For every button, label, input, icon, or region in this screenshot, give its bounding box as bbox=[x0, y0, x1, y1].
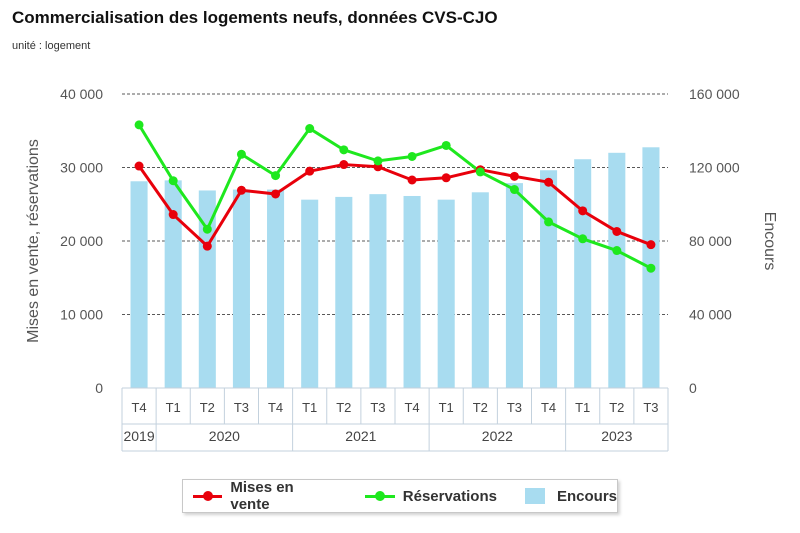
y-right-axis-title: Encours bbox=[761, 212, 778, 271]
encours-bar bbox=[437, 199, 455, 388]
encours-bar bbox=[335, 196, 353, 388]
x-quarter-label: T2 bbox=[473, 400, 488, 415]
y-right-tick-label: 160 000 bbox=[689, 86, 740, 102]
encours-bar bbox=[540, 170, 558, 388]
x-year-label: 2023 bbox=[601, 428, 632, 444]
x-year-label: 2019 bbox=[123, 428, 154, 444]
y-left-axis-title: Mises en vente, réservations bbox=[25, 139, 42, 343]
y-right-tick-label: 40 000 bbox=[689, 307, 732, 323]
x-quarter-label: T4 bbox=[404, 400, 419, 415]
mises-point bbox=[578, 206, 588, 216]
encours-bars bbox=[130, 147, 660, 388]
encours-bar bbox=[164, 180, 182, 388]
x-quarter-label: T1 bbox=[439, 400, 454, 415]
y-left-tick-label: 0 bbox=[95, 380, 103, 396]
reservations-point bbox=[373, 156, 383, 166]
reservations-point bbox=[646, 263, 656, 273]
legend-label-mises: Mises en vente bbox=[230, 479, 294, 513]
legend-item-reservations[interactable]: Réservations bbox=[364, 487, 497, 505]
mises-point bbox=[544, 177, 554, 187]
mises-point bbox=[612, 226, 622, 236]
legend-item-mises[interactable]: Mises en vente bbox=[193, 479, 335, 513]
y-right-tick-label: 120 000 bbox=[689, 160, 740, 176]
encours-bar bbox=[471, 192, 489, 388]
y-left-tick-label: 20 000 bbox=[60, 233, 103, 249]
reservations-point bbox=[236, 149, 246, 159]
encours-bar bbox=[403, 195, 421, 388]
mises-point bbox=[509, 171, 519, 181]
x-quarter-label: T4 bbox=[131, 400, 146, 415]
reservations-legend-swatch bbox=[364, 489, 395, 503]
mises-point bbox=[236, 185, 246, 195]
mises-point bbox=[339, 160, 349, 170]
mises-point bbox=[271, 189, 281, 199]
series-lines bbox=[137, 124, 652, 270]
x-quarter-label: T2 bbox=[609, 400, 624, 415]
encours-bar bbox=[130, 181, 148, 388]
reservations-point bbox=[509, 185, 519, 195]
mises-legend-swatch bbox=[193, 489, 223, 503]
y-right-tick-label: 80 000 bbox=[689, 233, 732, 249]
legend-label-encours: Encours bbox=[556, 487, 617, 505]
x-quarter-label: T1 bbox=[166, 400, 181, 415]
reservations-point bbox=[134, 120, 144, 130]
reservations-line bbox=[137, 124, 652, 270]
encours-bar bbox=[369, 194, 387, 388]
y-left-tick-label: 10 000 bbox=[60, 307, 103, 323]
encours-bar bbox=[608, 152, 626, 388]
encours-bar bbox=[574, 159, 592, 388]
reservations-point bbox=[441, 140, 451, 150]
x-quarter-label: T3 bbox=[507, 400, 522, 415]
legend-label-reservations: Réservations bbox=[402, 487, 497, 505]
x-quarter-label: T2 bbox=[200, 400, 215, 415]
legend-item-encours[interactable]: Encours bbox=[524, 487, 617, 505]
x-year-label: 2021 bbox=[345, 428, 376, 444]
mises-point bbox=[646, 240, 656, 250]
mises-point bbox=[134, 161, 144, 171]
mises-point bbox=[441, 173, 451, 183]
encours-bar bbox=[301, 199, 319, 388]
series-points bbox=[134, 120, 656, 273]
encours-bar bbox=[505, 183, 523, 388]
x-year-label: 2022 bbox=[482, 428, 513, 444]
y-right-tick-label: 0 bbox=[689, 380, 697, 396]
y-left-tick-label: 30 000 bbox=[60, 160, 103, 176]
y-left-tick-label: 40 000 bbox=[60, 86, 103, 102]
reservations-point bbox=[475, 167, 485, 177]
mises-point bbox=[305, 166, 315, 176]
x-quarter-label: T4 bbox=[541, 400, 556, 415]
reservations-point bbox=[202, 224, 212, 234]
mises-point bbox=[168, 210, 178, 220]
encours-bar bbox=[267, 189, 285, 388]
reservations-point bbox=[407, 151, 417, 161]
reservations-point bbox=[612, 246, 622, 256]
reservations-point bbox=[271, 171, 281, 181]
reservations-point bbox=[339, 145, 349, 155]
chart-subtitle: unité : logement bbox=[12, 40, 91, 52]
x-year-label: 2020 bbox=[209, 428, 240, 444]
reservations-point bbox=[305, 124, 315, 134]
x-quarter-label: T4 bbox=[268, 400, 283, 415]
chart-title: Commercialisation des logements neufs, d… bbox=[12, 8, 498, 27]
axis-labels: 0 0 10 000 40 000 20 000 80 000 30 000 120 000 4… bbox=[25, 86, 778, 444]
encours-legend-swatch bbox=[524, 488, 545, 504]
x-axis-frame bbox=[121, 387, 669, 452]
legend: Mises en vente Réservations Encours bbox=[182, 479, 618, 513]
mises-line bbox=[137, 163, 652, 248]
x-quarter-label: T3 bbox=[643, 400, 658, 415]
x-quarter-label: T1 bbox=[575, 400, 590, 415]
x-quarter-label: T3 bbox=[370, 400, 385, 415]
reservations-point bbox=[544, 217, 554, 227]
x-quarter-label: T3 bbox=[234, 400, 249, 415]
mises-point bbox=[407, 175, 417, 185]
reservations-point bbox=[578, 234, 588, 244]
x-quarter-label: T2 bbox=[336, 400, 351, 415]
mises-point bbox=[202, 241, 212, 251]
x-quarter-label: T1 bbox=[302, 400, 317, 415]
reservations-point bbox=[168, 176, 178, 186]
encours-bar bbox=[232, 189, 250, 388]
